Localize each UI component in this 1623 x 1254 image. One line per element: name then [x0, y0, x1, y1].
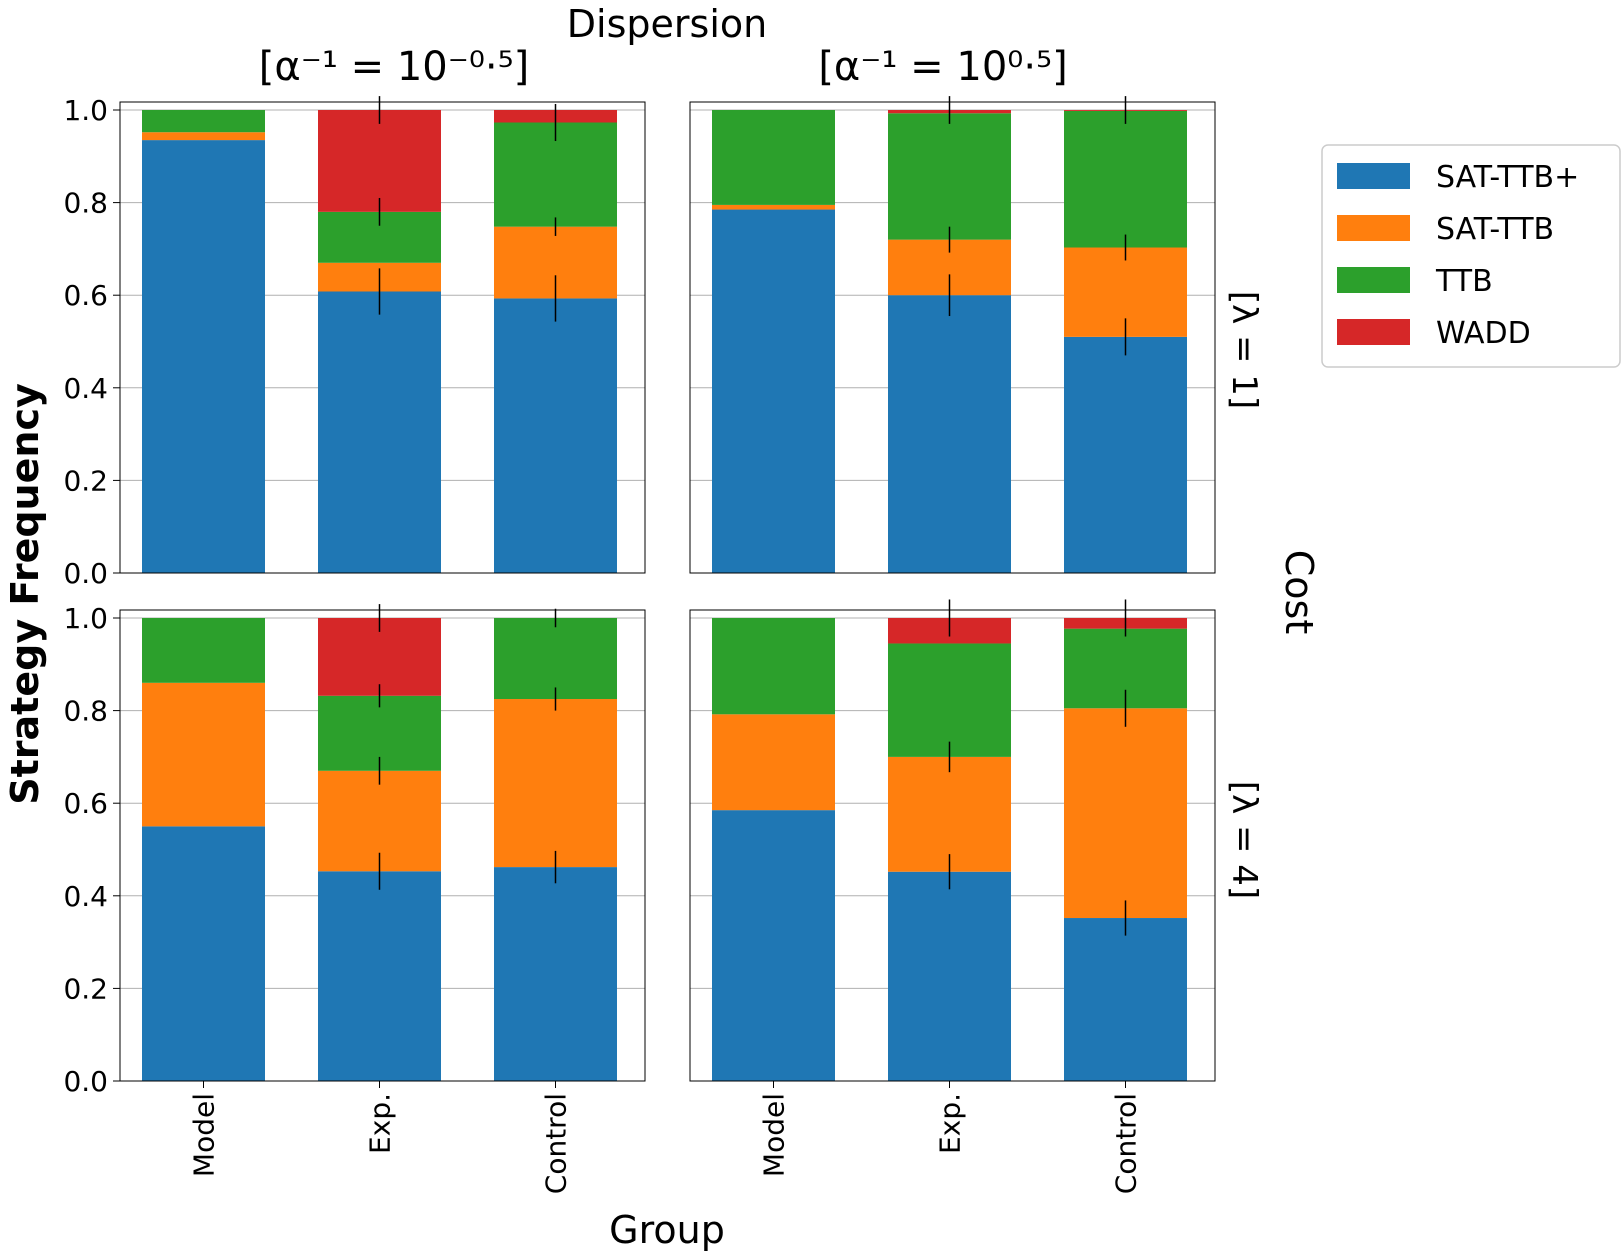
x-tick-label: Model	[758, 1093, 791, 1177]
y-tick-label: 0.4	[63, 372, 108, 405]
panel-frame	[119, 609, 646, 1082]
bar-segment-sat-ttb--control	[1064, 918, 1187, 1081]
x-tick-label: Exp.	[364, 1093, 397, 1154]
panel-frame	[119, 101, 646, 574]
bar-segment-sat-ttb-exp-	[888, 756, 1011, 872]
bar-segment-ttb-control	[1064, 110, 1187, 248]
y-tick-label: 1.0	[63, 602, 108, 635]
bar-segment-sat-ttb-control	[494, 699, 617, 868]
bar-segment-ttb-model	[142, 110, 265, 133]
bar-segment-sat-ttb--control	[494, 867, 617, 1081]
y-tick-label: 0.0	[63, 557, 108, 590]
bar-segment-sat-ttb--exp-	[318, 291, 441, 573]
x-tick-label: Control	[1110, 1093, 1143, 1194]
cost-side-title: Cost	[1277, 550, 1321, 634]
legend-swatch-ttb	[1337, 267, 1410, 293]
x-tick-label: Exp.	[934, 1093, 967, 1154]
bar-segment-ttb-exp-	[888, 643, 1011, 757]
bar-segment-sat-ttb-model	[712, 204, 835, 210]
y-tick-label: 0.0	[63, 1065, 108, 1098]
bar-segment-sat-ttb-control	[1064, 708, 1187, 919]
panel-frame	[689, 101, 1216, 574]
bar-segment-sat-ttb--model	[712, 209, 835, 574]
bar-segment-ttb-model	[142, 618, 265, 683]
panel-r0-c0: 0.0 0.2 0.4 0.6 0.8 1.0	[63, 94, 646, 590]
bar-segment-sat-ttb--exp-	[318, 871, 441, 1081]
y-tick-label: 0.4	[63, 880, 108, 913]
bar-segment-ttb-exp-	[888, 113, 1011, 240]
bar-segment-ttb-control	[494, 618, 617, 700]
panel-frame	[689, 609, 1216, 1082]
bar-segment-sat-ttb--model	[712, 810, 835, 1081]
legend-swatch-wadd	[1337, 319, 1410, 345]
bar-segment-sat-ttb-model	[142, 132, 265, 141]
bar-segment-sat-ttb-model	[142, 682, 265, 827]
legend-label: TTB	[1435, 264, 1493, 299]
bar-segment-ttb-model	[712, 110, 835, 205]
super-title: Dispersion	[567, 2, 767, 46]
legend-label: WADD	[1436, 316, 1531, 351]
y-tick-label: 0.6	[63, 787, 108, 820]
y-tick-label: 0.2	[63, 464, 108, 497]
legend-frame	[1321, 144, 1621, 368]
column-title-right: [α⁻¹ = 10⁰·⁵]	[818, 44, 1067, 90]
x-tick-label: Model	[188, 1093, 221, 1177]
bar-segment-sat-ttb--control	[1064, 336, 1187, 573]
bar-segment-sat-ttb--control	[494, 298, 617, 573]
bar-segment-ttb-model	[712, 618, 835, 715]
legend: SAT-TTB+ SAT-TTB TTB WADD	[1321, 144, 1621, 368]
row-title-top: [λ = 1]	[1224, 291, 1264, 409]
legend-swatch-sat-ttb-	[1337, 163, 1410, 189]
y-tick-label: 0.2	[63, 972, 108, 1005]
bar-segment-sat-ttb--exp-	[888, 871, 1011, 1081]
y-tick-label: 0.8	[63, 187, 108, 220]
row-title-bottom: [λ = 4]	[1224, 781, 1264, 899]
legend-label: SAT-TTB+	[1436, 160, 1579, 195]
panel-r0-c1	[689, 96, 1216, 574]
bar-segment-sat-ttb--exp-	[888, 295, 1011, 573]
y-axis-title: Strategy Frequency	[3, 383, 47, 805]
y-tick-label: 0.8	[63, 695, 108, 728]
legend-label: SAT-TTB	[1436, 212, 1554, 247]
legend-swatch-sat-ttb	[1337, 215, 1410, 241]
x-tick-label: Control	[540, 1093, 573, 1194]
panel-r1-c0: 0.0 0.2 0.4 0.6 0.8 1.0 Model Exp. Control	[63, 602, 646, 1194]
bar-segment-sat-ttb--model	[142, 826, 265, 1081]
y-tick-label: 0.6	[63, 279, 108, 312]
panel-r1-c1: Model Exp. Control	[689, 599, 1216, 1194]
bar-segment-sat-ttb--model	[142, 140, 265, 573]
column-title-left: [α⁻¹ = 10⁻⁰·⁵]	[259, 44, 529, 90]
bar-segment-sat-ttb-model	[712, 714, 835, 811]
bar-segment-wadd-exp-	[318, 110, 441, 212]
x-axis-title: Group	[609, 1208, 725, 1252]
y-tick-label: 1.0	[63, 94, 108, 127]
panels-layer: 0.0 0.2 0.4 0.6 0.8 1.0 0.0 0.2 0.4 0.6 0.8 1.0 Mode…	[63, 94, 1216, 1194]
